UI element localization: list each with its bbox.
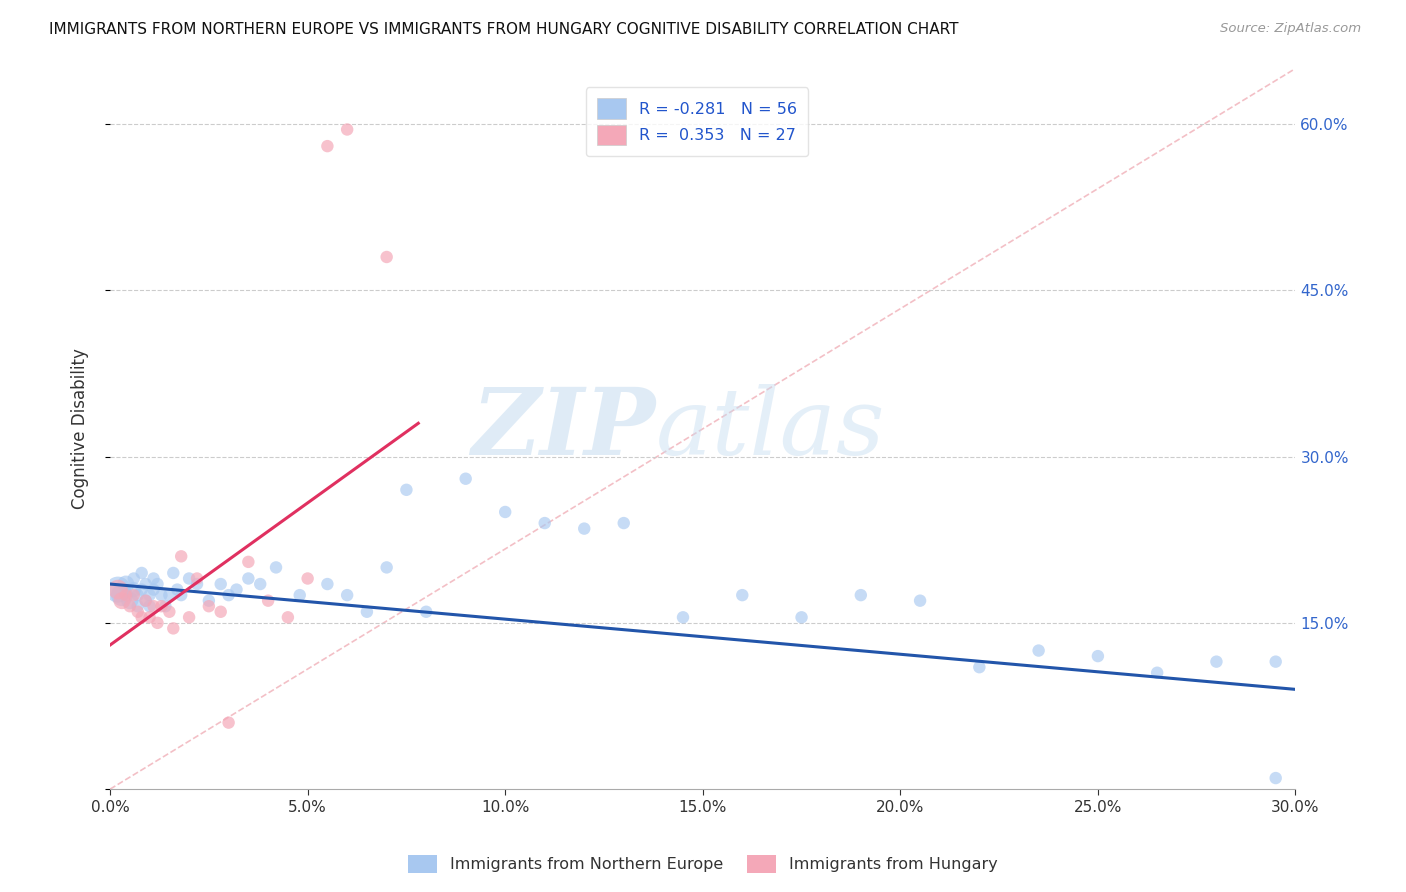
- Point: [170, 549, 193, 564]
- Point: [127, 605, 149, 619]
- Point: [375, 560, 398, 574]
- Point: [209, 577, 232, 591]
- Point: [107, 582, 129, 597]
- Point: [186, 572, 208, 586]
- Point: [157, 588, 180, 602]
- Point: [257, 593, 280, 607]
- Point: [146, 577, 169, 591]
- Point: [209, 605, 232, 619]
- Text: ZIP: ZIP: [471, 384, 655, 474]
- Point: [454, 472, 477, 486]
- Point: [142, 572, 165, 586]
- Point: [135, 593, 157, 607]
- Point: [731, 588, 754, 602]
- Point: [162, 621, 184, 635]
- Point: [249, 577, 271, 591]
- Point: [415, 605, 437, 619]
- Point: [288, 588, 311, 602]
- Point: [395, 483, 418, 497]
- Point: [166, 582, 188, 597]
- Point: [1205, 655, 1227, 669]
- Text: Source: ZipAtlas.com: Source: ZipAtlas.com: [1220, 22, 1361, 36]
- Point: [122, 582, 145, 597]
- Point: [849, 588, 872, 602]
- Point: [574, 522, 596, 536]
- Text: atlas: atlas: [655, 384, 884, 474]
- Point: [1087, 649, 1109, 664]
- Point: [177, 610, 200, 624]
- Point: [225, 582, 247, 597]
- Point: [1264, 771, 1286, 785]
- Point: [238, 555, 260, 569]
- Point: [613, 516, 636, 530]
- Point: [672, 610, 695, 624]
- Point: [162, 566, 184, 580]
- Point: [111, 593, 134, 607]
- Point: [127, 599, 149, 614]
- Point: [1264, 655, 1286, 669]
- Point: [356, 605, 378, 619]
- Point: [131, 566, 153, 580]
- Point: [142, 582, 165, 597]
- Point: [336, 588, 359, 602]
- Point: [115, 588, 138, 602]
- Point: [969, 660, 991, 674]
- Point: [131, 582, 153, 597]
- Point: [138, 610, 160, 624]
- Point: [122, 588, 145, 602]
- Point: [122, 572, 145, 586]
- Point: [115, 577, 138, 591]
- Point: [157, 605, 180, 619]
- Point: [118, 599, 141, 614]
- Point: [1028, 643, 1050, 657]
- Point: [218, 715, 240, 730]
- Point: [186, 577, 208, 591]
- Point: [150, 599, 173, 614]
- Point: [494, 505, 516, 519]
- Legend: Immigrants from Northern Europe, Immigrants from Hungary: Immigrants from Northern Europe, Immigra…: [402, 848, 1004, 880]
- Point: [238, 572, 260, 586]
- Point: [375, 250, 398, 264]
- Point: [198, 593, 221, 607]
- Point: [533, 516, 555, 530]
- Point: [170, 588, 193, 602]
- Point: [218, 588, 240, 602]
- Point: [264, 560, 287, 574]
- Point: [150, 588, 173, 602]
- Point: [107, 582, 129, 597]
- Point: [118, 593, 141, 607]
- Point: [790, 610, 813, 624]
- Point: [177, 572, 200, 586]
- Text: IMMIGRANTS FROM NORTHERN EUROPE VS IMMIGRANTS FROM HUNGARY COGNITIVE DISABILITY : IMMIGRANTS FROM NORTHERN EUROPE VS IMMIG…: [49, 22, 959, 37]
- Point: [131, 610, 153, 624]
- Point: [336, 122, 359, 136]
- Point: [155, 599, 177, 614]
- Point: [138, 588, 160, 602]
- Point: [316, 577, 339, 591]
- Point: [198, 599, 221, 614]
- Y-axis label: Cognitive Disability: Cognitive Disability: [72, 349, 89, 509]
- Point: [127, 588, 149, 602]
- Point: [111, 588, 134, 602]
- Point: [135, 593, 157, 607]
- Legend: R = -0.281   N = 56, R =  0.353   N = 27: R = -0.281 N = 56, R = 0.353 N = 27: [586, 87, 808, 156]
- Point: [138, 599, 160, 614]
- Point: [277, 610, 299, 624]
- Point: [135, 577, 157, 591]
- Point: [297, 572, 319, 586]
- Point: [1146, 665, 1168, 680]
- Point: [908, 593, 931, 607]
- Point: [142, 599, 165, 614]
- Point: [146, 615, 169, 630]
- Point: [316, 139, 339, 153]
